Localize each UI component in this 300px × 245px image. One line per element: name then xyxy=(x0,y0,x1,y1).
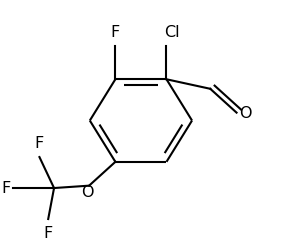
Text: O: O xyxy=(239,106,252,121)
Text: F: F xyxy=(1,181,10,196)
Text: F: F xyxy=(111,25,120,40)
Text: O: O xyxy=(81,184,94,200)
Text: Cl: Cl xyxy=(164,25,180,40)
Text: F: F xyxy=(44,226,53,241)
Text: F: F xyxy=(35,136,44,151)
